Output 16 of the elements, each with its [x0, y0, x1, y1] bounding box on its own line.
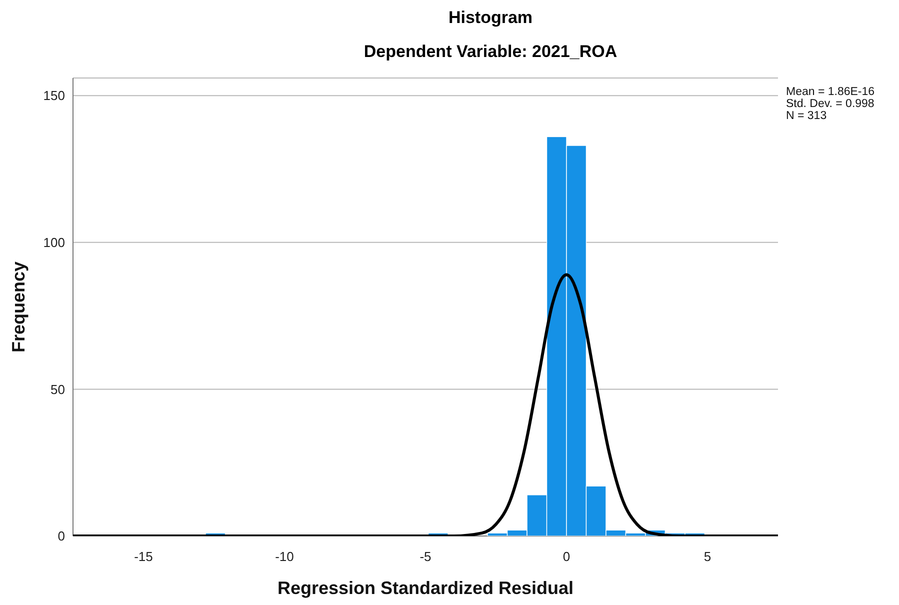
text: Mean = 1.86E-16	[786, 86, 875, 98]
chart-subtitle: Dependent Variable: 2021_ROA	[362, 42, 618, 62]
x-tick-label: -10	[275, 549, 294, 564]
y-tick-label: 0	[58, 528, 65, 544]
x-tick-label: -5	[420, 549, 432, 564]
x-axis-title: Regression Standardized Residual	[277, 578, 574, 598]
x-tick-label: 5	[704, 549, 712, 564]
x-tick-label: 0	[562, 549, 570, 564]
chart-title: Histogram	[447, 8, 534, 28]
text: Std. Dev. = 0.998	[786, 98, 875, 110]
x-tick-label: -15	[134, 549, 153, 564]
y-tick-label: 50	[50, 382, 65, 397]
y-tick-label: 150	[43, 88, 65, 104]
text: N = 313	[786, 110, 828, 122]
y-tick-label: 100	[43, 235, 65, 250]
y-axis-title: Frequency	[8, 261, 28, 353]
